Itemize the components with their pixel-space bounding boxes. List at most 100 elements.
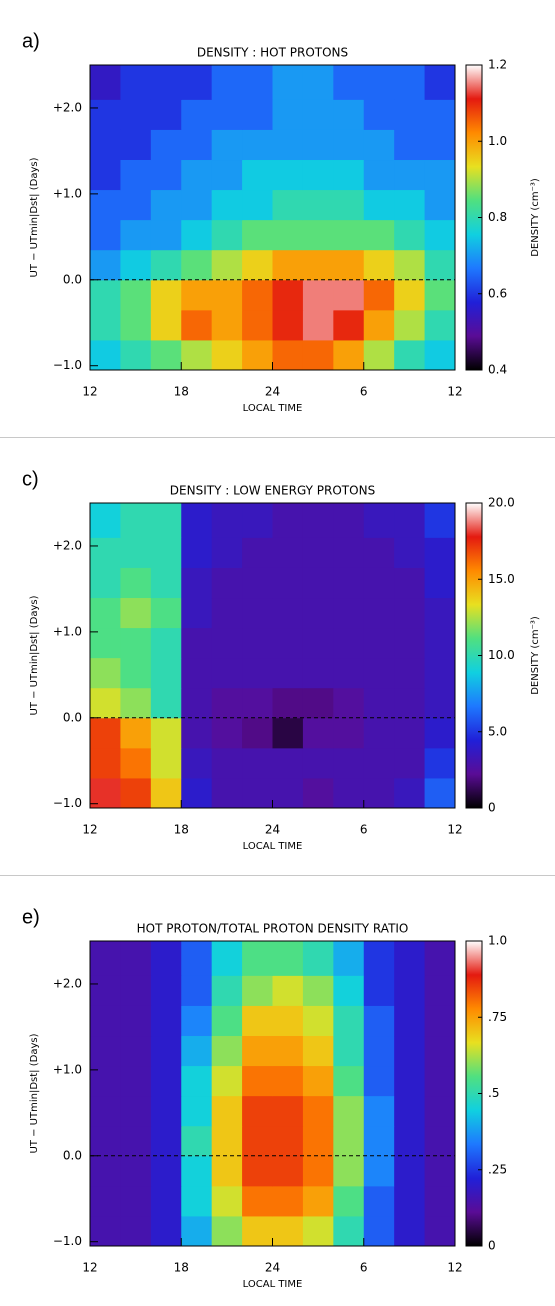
colorbar-tick-label: 5.0 (488, 724, 507, 738)
heatmap-cell (363, 567, 395, 599)
heatmap-cell (363, 1215, 395, 1247)
heatmap-cell (181, 219, 213, 251)
x-axis-label: LOCAL TIME (243, 1279, 303, 1290)
heatmap-cell (424, 567, 456, 599)
heatmap-cell (272, 219, 304, 251)
heatmap-cell (302, 219, 334, 251)
heatmap-cell (363, 129, 395, 161)
heatmap-cell (302, 717, 334, 749)
heatmap-cell (120, 159, 152, 191)
heatmap-cell (394, 657, 426, 689)
heatmap-cell (181, 687, 213, 719)
heatmap-cell (363, 99, 395, 130)
heatmap-cell (333, 129, 365, 161)
heatmap-cell (424, 1215, 456, 1247)
y-tick-label: 0.0 (63, 1148, 82, 1162)
heatmap-cell (272, 687, 304, 719)
heatmap-cell (181, 1125, 213, 1157)
heatmap-cell (272, 597, 304, 629)
heatmap-cell (333, 159, 365, 191)
heatmap-cell (394, 777, 426, 809)
heatmap-cell (363, 1125, 395, 1157)
heatmap-cell (120, 1125, 152, 1157)
heatmap-cell (181, 777, 213, 809)
heatmap-cell (120, 1185, 152, 1217)
heatmap-cell (333, 249, 365, 281)
x-tick-label: 18 (174, 1261, 189, 1275)
heatmap-cell (90, 687, 121, 719)
heatmap-cell (181, 975, 213, 1006)
heatmap-cell (120, 717, 152, 749)
heatmap-cell (302, 99, 334, 130)
heatmap-cell (120, 249, 152, 281)
heatmap-cell (333, 1035, 365, 1067)
heatmap-cell (424, 1185, 456, 1217)
heatmap-cell (424, 1155, 456, 1187)
heatmap-cell (363, 219, 395, 251)
heatmap-cell (302, 1155, 334, 1187)
heatmap-cell (424, 129, 456, 161)
heatmap-cell (120, 65, 152, 100)
heatmap-cell (181, 129, 213, 161)
heatmap-cell (90, 99, 121, 130)
heatmap-cell (90, 747, 121, 779)
heatmap-cell (181, 309, 213, 341)
heatmap-cell (242, 627, 273, 659)
heatmap-cell (394, 249, 426, 281)
heatmap-cell (272, 1095, 304, 1127)
heatmap-cell (272, 1155, 304, 1187)
heatmap-cell (333, 503, 365, 538)
heatmap-cell (302, 279, 334, 311)
heatmap-cell (272, 717, 304, 749)
heatmap-cell (424, 1065, 456, 1097)
heatmap-cell (181, 567, 213, 599)
heatmap-cell (150, 503, 182, 538)
heatmap-cell (242, 1065, 273, 1097)
heatmap-cell (181, 941, 213, 976)
heatmap-cell (181, 657, 213, 689)
heatmap-cell (394, 309, 426, 341)
heatmap-cell (120, 99, 152, 130)
x-tick-label: 12 (82, 1261, 97, 1275)
heatmap-cell (211, 777, 243, 809)
heatmap-cell (242, 941, 273, 976)
heatmap-cell (181, 627, 213, 659)
heatmap-cell (211, 537, 243, 568)
heatmap-cell (363, 1065, 395, 1097)
heatmap-cell (181, 1065, 213, 1097)
heatmap-cell (302, 627, 334, 659)
heatmap-cell (363, 65, 395, 100)
heatmap-cell (120, 597, 152, 629)
colorbar-tick-label: .75 (488, 1010, 507, 1024)
colorbar-tick-label: 20.0 (488, 496, 515, 510)
heatmap-cell (424, 159, 456, 191)
heatmap-cell (333, 219, 365, 251)
heatmap-cell (242, 777, 273, 809)
heatmap-cell (302, 249, 334, 281)
heatmap-cell (90, 129, 121, 161)
heatmap-cell (302, 975, 334, 1006)
heatmap-cell (302, 1215, 334, 1247)
heatmap-cell (90, 597, 121, 629)
heatmap-cell (181, 159, 213, 191)
heatmap-cell (333, 597, 365, 629)
heatmap-cell (424, 1095, 456, 1127)
heatmap-cell (302, 1095, 334, 1127)
heatmap-cell (302, 537, 334, 568)
heatmap-cell (120, 777, 152, 809)
heatmap-cell (150, 309, 182, 341)
heatmap-cell (272, 279, 304, 311)
heatmap-cell (90, 657, 121, 689)
y-axis-label: UT − UTmin|Dst| (Days) (29, 1033, 40, 1153)
heatmap-cell (150, 159, 182, 191)
heatmap-cell (211, 627, 243, 659)
heatmap-cell (333, 99, 365, 130)
chart-title: DENSITY : HOT PROTONS (197, 46, 348, 60)
colorbar-tick-label: 10.0 (488, 648, 515, 662)
panel-label: c) (22, 468, 39, 490)
heatmap-cell (242, 65, 273, 100)
heatmap-cell (333, 1215, 365, 1247)
heatmap-cell (363, 503, 395, 538)
heatmap-cell (424, 1005, 456, 1037)
